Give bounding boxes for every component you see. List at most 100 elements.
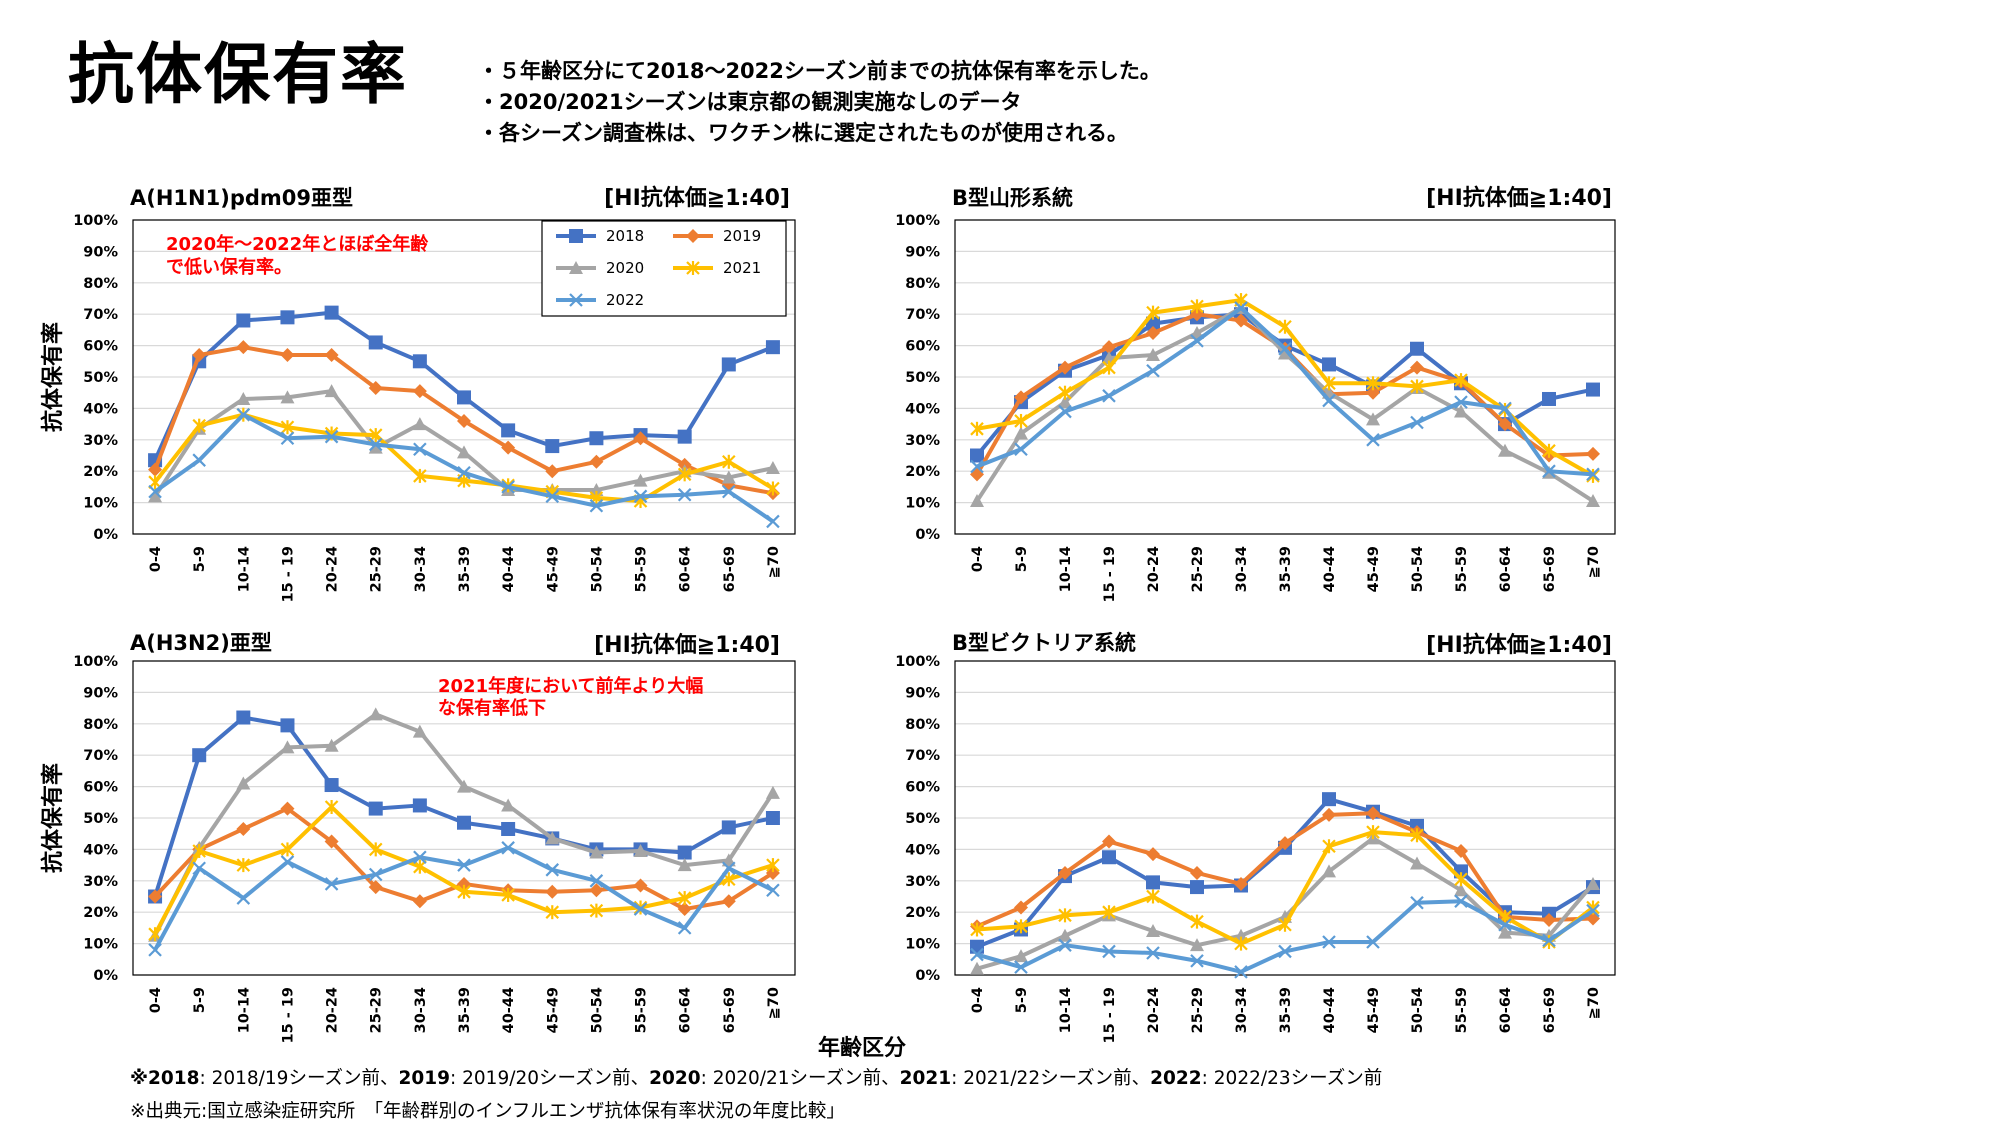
x-tick-label: 40-44 [1322, 987, 1338, 1033]
x-tick-label: 0-4 [148, 546, 164, 572]
data-point-2021 [413, 468, 427, 483]
data-point-2022 [1014, 960, 1028, 974]
x-tick-label: 35-39 [457, 987, 473, 1033]
data-point-2021 [970, 922, 984, 937]
y-tick-label: 10% [83, 496, 118, 512]
data-point-2018 [765, 340, 780, 355]
data-point-2022-stroke [236, 407, 251, 422]
annotation-text: で低い保有率。 [166, 256, 292, 278]
data-point-2019 [633, 431, 648, 446]
legend-marker-2022-stroke [569, 293, 583, 307]
series-2018 [148, 305, 780, 468]
data-point-2021 [722, 454, 736, 469]
data-point-2020 [1586, 876, 1600, 890]
data-point-2020 [633, 473, 648, 487]
x-tick-label: 0-4 [970, 546, 986, 572]
x-tick-label: ≧70 [1586, 546, 1602, 578]
y-tick-label: 40% [83, 401, 118, 417]
data-point-2019 [1058, 360, 1072, 375]
data-point-2018 [589, 431, 604, 446]
data-point-2022-stroke [413, 850, 427, 865]
y-tick-label: 0% [915, 968, 940, 984]
y-tick-label: 30% [83, 874, 118, 890]
data-point-2022-stroke [1190, 334, 1204, 348]
data-point-2022 [677, 921, 692, 935]
data-point-2019 [633, 878, 648, 893]
data-point-2022 [722, 484, 736, 499]
data-point-2021 [677, 891, 692, 906]
data-point-2021 [1542, 443, 1556, 458]
data-point-2020 [1146, 348, 1160, 362]
data-point-2022 [280, 431, 295, 446]
annotation-text: 2021年度において前年より大幅 [438, 675, 703, 697]
data-point-2022 [1322, 935, 1336, 949]
y-tick-label: 90% [905, 685, 940, 701]
data-point-2019 [545, 884, 560, 899]
y-tick-label: 50% [83, 370, 118, 386]
data-point-2020 [765, 785, 780, 799]
x-tick-label: 55-59 [634, 987, 650, 1033]
data-point-2022 [1366, 433, 1380, 447]
series-line-2018 [975, 312, 1594, 457]
data-point-2018 [1146, 875, 1160, 890]
series-2021 [148, 800, 780, 942]
data-point-2022-stroke [1102, 389, 1116, 403]
data-point-2021 [1366, 376, 1380, 391]
data-point-2022-stroke [1454, 894, 1468, 908]
data-point-2018 [1102, 850, 1116, 865]
x-tick-label: 50-54 [1410, 546, 1426, 592]
data-point-2020 [457, 445, 471, 459]
data-point-2019 [589, 454, 604, 469]
x-tick-label: 65-69 [722, 987, 738, 1033]
data-point-2022-stroke [589, 874, 604, 888]
data-point-2022 [1586, 467, 1600, 482]
data-point-2022-stroke [633, 489, 648, 504]
data-point-2019 [412, 384, 427, 399]
y-tick-label: 40% [905, 401, 940, 417]
y-tick-label: 0% [915, 527, 940, 543]
series-2022 [970, 894, 1600, 979]
data-point-2020 [368, 707, 383, 721]
x-tick-label: 40-44 [501, 987, 517, 1033]
legend-label: 2022 [606, 291, 644, 309]
data-point-2018 [1542, 391, 1556, 406]
footnote-text: : 2021/22シーズン前、 [951, 1068, 1151, 1089]
data-point-2022 [1542, 933, 1556, 948]
data-point-2020 [721, 853, 736, 867]
data-point-2022 [1102, 944, 1116, 959]
data-point-2019 [148, 889, 163, 904]
data-point-2018 [677, 429, 692, 444]
x-tick-label: 50-54 [589, 987, 605, 1033]
data-point-2018 [1586, 382, 1600, 397]
x-tick-label: 30-34 [413, 987, 429, 1033]
data-point-2022-stroke [192, 453, 206, 467]
x-tick-label: 0-4 [148, 987, 164, 1013]
data-point-2022 [1322, 393, 1336, 408]
page-title: 抗体保有率 [68, 36, 408, 113]
data-point-2022 [324, 877, 339, 891]
chart-panel-1: 0% 10% 20% 30% 40% 50% 60% 70% 80% 90% 100% 0-4 5-9 1… [40, 185, 796, 602]
data-point-2021 [457, 884, 471, 899]
data-point-2022-stroke [236, 891, 251, 905]
data-point-2021 [1058, 908, 1072, 923]
data-point-2022-stroke [970, 459, 984, 474]
x-tick-label: 20-24 [1146, 987, 1162, 1033]
data-point-2021 [766, 858, 780, 873]
annotation-text: な保有率低下 [438, 697, 546, 719]
chart-title: B型ビクトリア系統 [952, 631, 1136, 655]
data-point-2018 [457, 815, 471, 830]
data-point-2021 [1234, 936, 1248, 951]
x-tick-label: 40-44 [1322, 546, 1338, 592]
data-point-2022-stroke [1498, 917, 1512, 932]
y-tick-label: 100% [73, 654, 118, 670]
data-point-2022 [1454, 395, 1468, 409]
series-2020 [970, 300, 1600, 508]
data-point-2022-stroke [766, 883, 780, 897]
legend-marker-2019 [686, 229, 700, 243]
x-tick-label: 60-64 [678, 546, 694, 592]
data-point-2022 [633, 902, 648, 916]
data-point-2021 [192, 843, 206, 858]
data-point-2021 [1146, 305, 1160, 320]
data-point-2022 [1058, 404, 1072, 419]
data-point-2022-stroke [1102, 944, 1116, 959]
